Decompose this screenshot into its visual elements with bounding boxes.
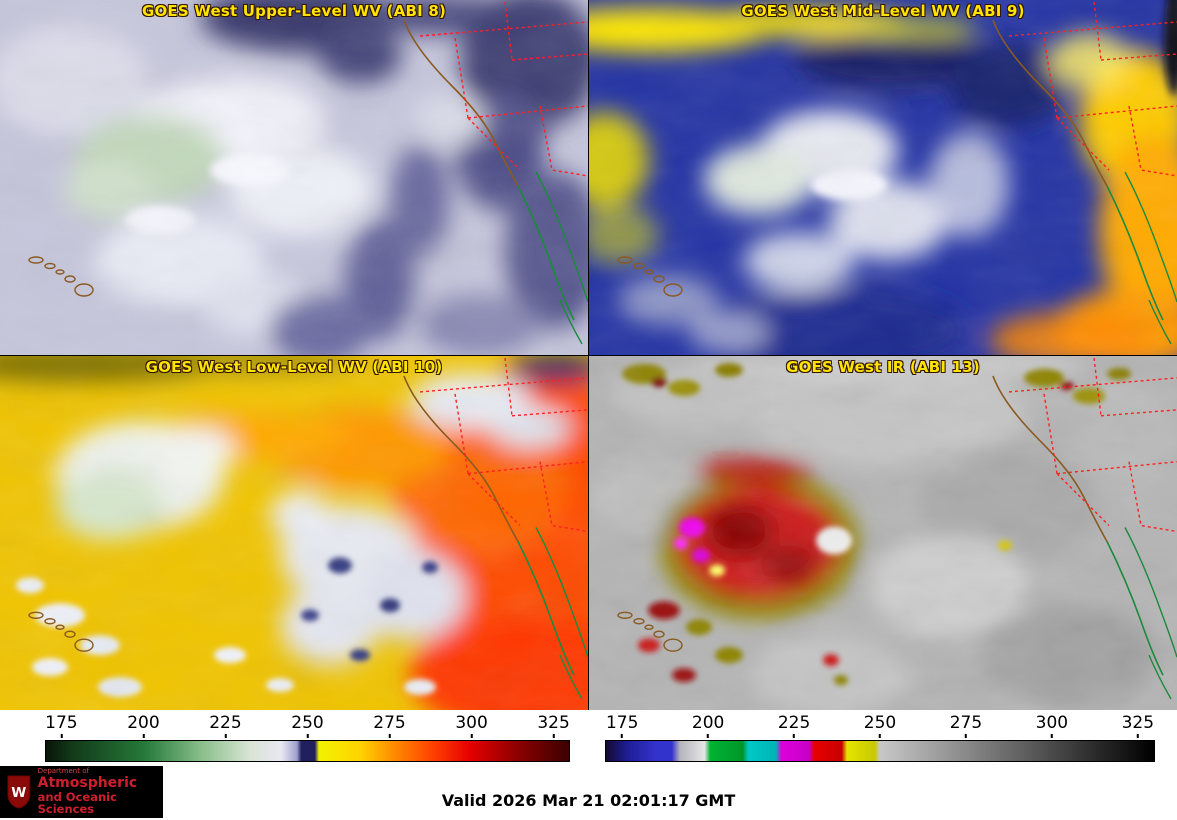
colorbar-tick-label: 250: [864, 714, 896, 738]
logo-dept-line: Department of: [37, 767, 89, 776]
colorbar-tick-label: 275: [373, 714, 406, 738]
colorbar-wv-ticks: 175 200 225 250 275 300 325: [45, 712, 570, 740]
colorbar-tick-label: 300: [1036, 714, 1068, 738]
colorbar-ir: 175 200 225 250 275 300 325: [605, 712, 1155, 766]
colorbar-wv: 175 200 225 250 275 300 325: [45, 712, 570, 766]
colorbar-row: 175 200 225 250 275 300 325 175 200 225 250 275 300…: [0, 710, 1177, 766]
colorbar-tick-label: 325: [537, 714, 570, 738]
footer: W Department of Atmospheric and Oceanic …: [0, 766, 1177, 818]
logo-text: Department of Atmospheric and Oceanic Sc…: [37, 767, 157, 817]
colorbar-tick-label: 300: [455, 714, 488, 738]
colorbar-tick-label: 200: [692, 714, 724, 738]
colorbar-ir-gradient: [605, 740, 1155, 762]
satellite-imagery-abi9: [589, 0, 1177, 355]
panel-abi10: GOES West Low-Level WV (ABI 10): [0, 356, 588, 710]
colorbar-ir-ticks: 175 200 225 250 275 300 325: [605, 712, 1155, 740]
valid-time-label: Valid 2026 Mar 21 02:01:17 GMT: [441, 791, 736, 810]
uw-crest-icon: W: [7, 775, 31, 809]
satellite-imagery-abi13: [589, 356, 1177, 710]
svg-text:W: W: [11, 785, 26, 801]
colorbar-tick-label: 200: [127, 714, 160, 738]
panel-abi8: GOES West Upper-Level WV (ABI 8): [0, 0, 588, 355]
logo-line-2: and Oceanic Sciences: [37, 789, 117, 817]
panel-abi13: GOES West IR (ABI 13): [589, 356, 1177, 710]
quadrant-grid: GOES West Upper-Level WV (ABI 8): [0, 0, 1177, 710]
colorbar-tick-label: 175: [606, 714, 638, 738]
colorbar-wv-gradient: [45, 740, 570, 762]
colorbar-tick-label: 175: [45, 714, 78, 738]
panel-abi9: GOES West Mid-Level WV (ABI 9): [589, 0, 1177, 355]
colorbar-tick-label: 225: [209, 714, 242, 738]
colorbar-tick-label: 250: [291, 714, 324, 738]
colorbar-tick-label: 225: [778, 714, 810, 738]
colorbar-tick-label: 275: [950, 714, 982, 738]
satellite-imagery-abi10: [0, 356, 588, 710]
colorbar-tick-label: 325: [1122, 714, 1154, 738]
satellite-imagery-abi8: [0, 0, 588, 355]
logo-line-1: Atmospheric: [37, 774, 138, 791]
uw-aos-logo: W Department of Atmospheric and Oceanic …: [0, 766, 163, 818]
